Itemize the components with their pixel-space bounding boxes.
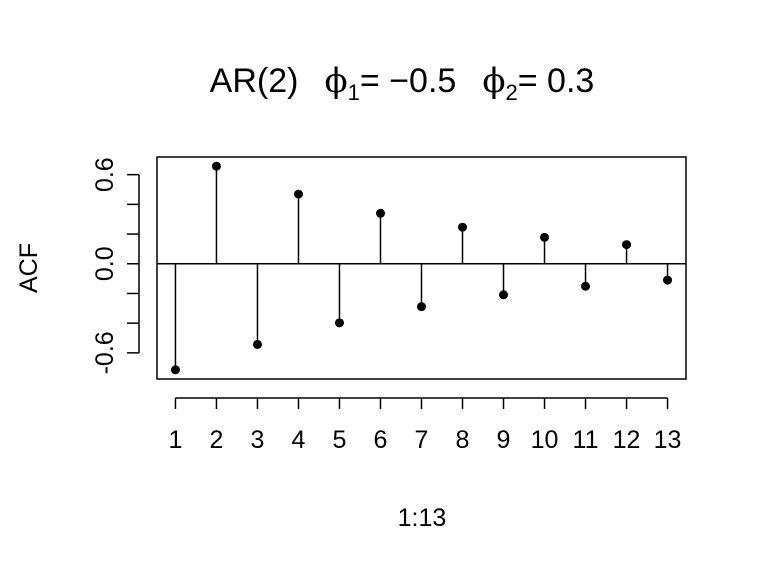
x-tick-label-12: 13: [654, 426, 682, 454]
title-phi1-subscript: 1: [348, 80, 360, 105]
points: [170, 161, 673, 375]
acf-point-lag-4: [293, 189, 303, 199]
x-axis: 1 2 3 4 5 6 7 8 9 10 11 12 13: [169, 397, 682, 454]
x-tick-label-2: 3: [251, 426, 265, 454]
stems: [174, 166, 669, 370]
title-phi2-symbol: ϕ: [482, 61, 505, 101]
acf-point-lag-7: [417, 302, 426, 312]
acf-point-lag-13: [663, 275, 673, 285]
x-tick-label-0: 1: [169, 426, 183, 454]
x-axis-label: 1:13: [398, 504, 447, 532]
title-phi1-symbol: ϕ: [324, 61, 347, 101]
x-tick-label-6: 7: [415, 426, 429, 454]
y-axis: -0.6 0.0 0.6: [91, 157, 140, 374]
acf-point-lag-11: [581, 281, 591, 291]
x-tick-label-10: 11: [573, 426, 599, 454]
title-phi1-value: = −0.5: [360, 62, 456, 100]
acf-point-lag-10: [540, 232, 550, 242]
y-tick-label-0: -0.6: [91, 331, 119, 374]
acf-point-lag-9: [499, 290, 509, 300]
acf-point-lag-1: [170, 365, 180, 375]
title-prefix: AR(2): [210, 62, 299, 100]
acf-point-lag-12: [622, 240, 632, 250]
x-tick-label-7: 8: [456, 426, 470, 454]
x-tick-label-4: 5: [333, 426, 347, 454]
acf-point-lag-5: [334, 318, 344, 328]
title-phi2-value: = 0.3: [518, 62, 595, 100]
y-tick-label-1: 0.0: [91, 246, 119, 281]
x-tick-label-11: 12: [613, 426, 641, 454]
x-tick-label-3: 4: [292, 426, 306, 454]
plot-frame: [156, 156, 687, 380]
chart-title: AR(2) ϕ1= −0.5 ϕ2= 0.3: [210, 61, 595, 105]
acf-point-lag-8: [458, 222, 468, 232]
x-tick-label-9: 10: [531, 426, 559, 454]
x-tick-label-5: 6: [374, 426, 388, 454]
y-axis-label: ACF: [15, 243, 43, 293]
acf-point-lag-6: [375, 208, 385, 218]
acf-point-lag-3: [252, 339, 262, 349]
title-phi2-subscript: 2: [506, 80, 518, 105]
y-tick-label-2: 0.6: [91, 157, 119, 192]
x-tick-label-1: 2: [210, 426, 224, 454]
acf-point-lag-2: [211, 161, 221, 171]
x-tick-label-8: 9: [497, 426, 511, 454]
